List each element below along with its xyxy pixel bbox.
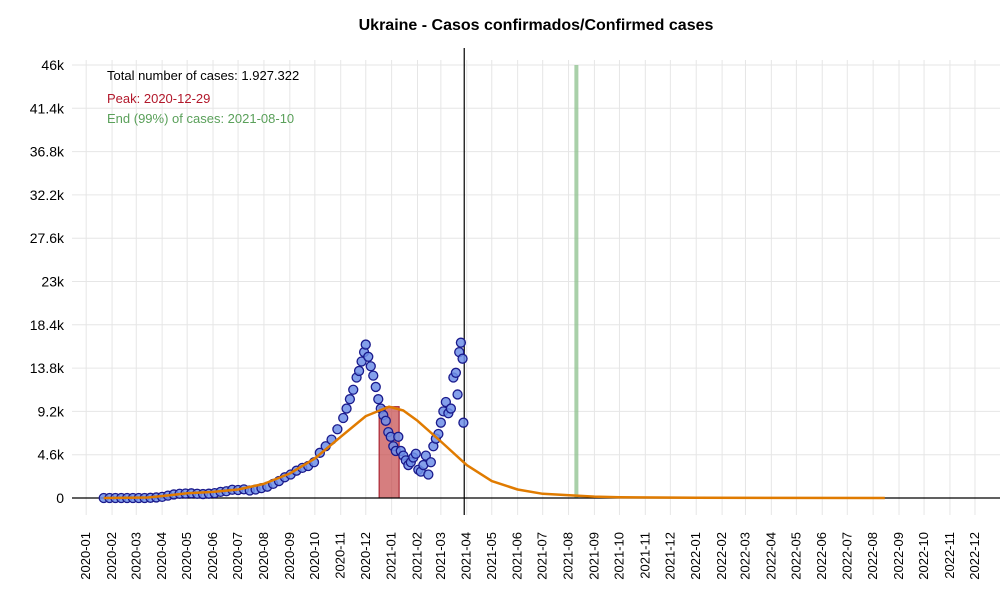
data-point <box>445 403 457 414</box>
data-point <box>344 394 356 405</box>
x-tick-label: 2020-02 <box>104 532 119 580</box>
data-point <box>353 365 365 377</box>
y-tick-label: 9.2k <box>38 403 65 419</box>
y-tick-label: 13.8k <box>30 360 65 376</box>
data-point <box>455 337 467 348</box>
x-tick-label: 2021-11 <box>637 532 652 579</box>
x-tick-label: 2020-01 <box>78 532 93 580</box>
x-tick-label: 2021-03 <box>433 532 448 580</box>
x-tick-label: 2022-12 <box>967 532 982 580</box>
annotations: Total number of cases: 1.927.322 Peak: 2… <box>107 68 299 126</box>
x-tick-label: 2021-08 <box>561 532 576 580</box>
x-tick-label: 2021-01 <box>384 532 399 580</box>
x-tick-label: 2020-11 <box>333 532 348 579</box>
x-tick-label: 2020-09 <box>282 532 297 580</box>
annotation-end: End (99%) of cases: 2021-08-10 <box>107 111 294 126</box>
y-tick-label: 46k <box>41 57 65 73</box>
x-tick-label: 2020-06 <box>205 532 220 580</box>
x-tick-label: 2021-09 <box>586 532 601 580</box>
data-points <box>98 337 469 504</box>
y-tick-label: 4.6k <box>38 447 65 463</box>
data-point <box>370 381 381 393</box>
y-tick-labels: 0 4.6k 9.2k 13.8k 18.4k 23k 27.6k 32.2k 36.8k 41.… <box>30 57 65 506</box>
x-tick-label: 2022-03 <box>737 532 752 580</box>
x-tick-label: 2022-11 <box>942 532 957 579</box>
annotation-peak: Peak: 2020-12-29 <box>107 91 210 106</box>
data-point <box>338 412 349 424</box>
data-point <box>457 353 468 364</box>
y-tick-label: 32.2k <box>30 187 65 203</box>
data-point <box>368 370 379 381</box>
y-tick-label: 0 <box>56 490 64 506</box>
grid <box>72 60 1000 515</box>
x-tick-label: 2022-07 <box>839 532 854 580</box>
x-tick-label: 2020-08 <box>256 532 271 580</box>
data-point <box>450 367 462 378</box>
chart-title: Ukraine - Casos confirmados/Confirmed ca… <box>359 17 714 34</box>
x-tick-label: 2022-04 <box>763 532 778 580</box>
x-tick-label: 2021-06 <box>510 532 525 580</box>
x-tick-label: 2022-02 <box>714 532 729 580</box>
data-point <box>410 448 421 459</box>
x-tick-label: 2022-01 <box>688 532 703 580</box>
x-tick-label: 2021-04 <box>459 532 474 580</box>
data-point <box>452 389 463 400</box>
end-band <box>574 65 579 498</box>
x-tick-label: 2020-03 <box>128 532 143 580</box>
x-tick-label: 2020-07 <box>230 532 245 580</box>
data-point <box>435 417 447 428</box>
data-point <box>458 417 469 428</box>
fit-curve <box>103 405 885 500</box>
y-tick-label: 36.8k <box>30 144 65 160</box>
data-point <box>423 469 434 480</box>
data-point <box>332 424 343 435</box>
data-point <box>425 457 436 468</box>
data-point <box>348 384 359 395</box>
fit-curve-line <box>103 405 885 500</box>
x-tick-label: 2022-05 <box>788 532 803 580</box>
y-tick-label: 27.6k <box>30 230 65 246</box>
data-point <box>380 415 391 426</box>
y-tick-label: 41.4k <box>30 100 65 116</box>
x-tick-label: 2021-10 <box>611 532 626 580</box>
x-tick-label: 2021-02 <box>409 532 424 580</box>
data-point <box>393 431 404 442</box>
data-point <box>373 394 384 405</box>
y-tick-label: 18.4k <box>30 317 65 333</box>
x-tick-label: 2020-10 <box>307 532 322 580</box>
y-tick-label: 23k <box>41 274 65 290</box>
x-tick-label: 2020-12 <box>358 532 373 580</box>
data-point <box>360 339 371 350</box>
x-tick-label: 2021-05 <box>484 532 499 580</box>
x-tick-label: 2022-06 <box>814 532 829 580</box>
annotation-total: Total number of cases: 1.927.322 <box>107 68 299 83</box>
data-point <box>363 351 374 362</box>
x-tick-label: 2020-04 <box>154 532 169 580</box>
x-tick-label: 2022-08 <box>865 532 880 580</box>
data-point <box>341 403 352 414</box>
x-tick-label: 2022-09 <box>891 532 906 580</box>
x-tick-label: 2020-05 <box>179 532 194 580</box>
x-tick-label: 2021-07 <box>535 532 550 580</box>
x-tick-label: 2021-12 <box>662 532 677 580</box>
x-tick-labels: 2020-01 2020-02 2020-03 2020-04 2020-05 2020-… <box>78 532 982 580</box>
x-tick-label: 2022-10 <box>916 532 931 580</box>
data-point <box>365 361 376 372</box>
